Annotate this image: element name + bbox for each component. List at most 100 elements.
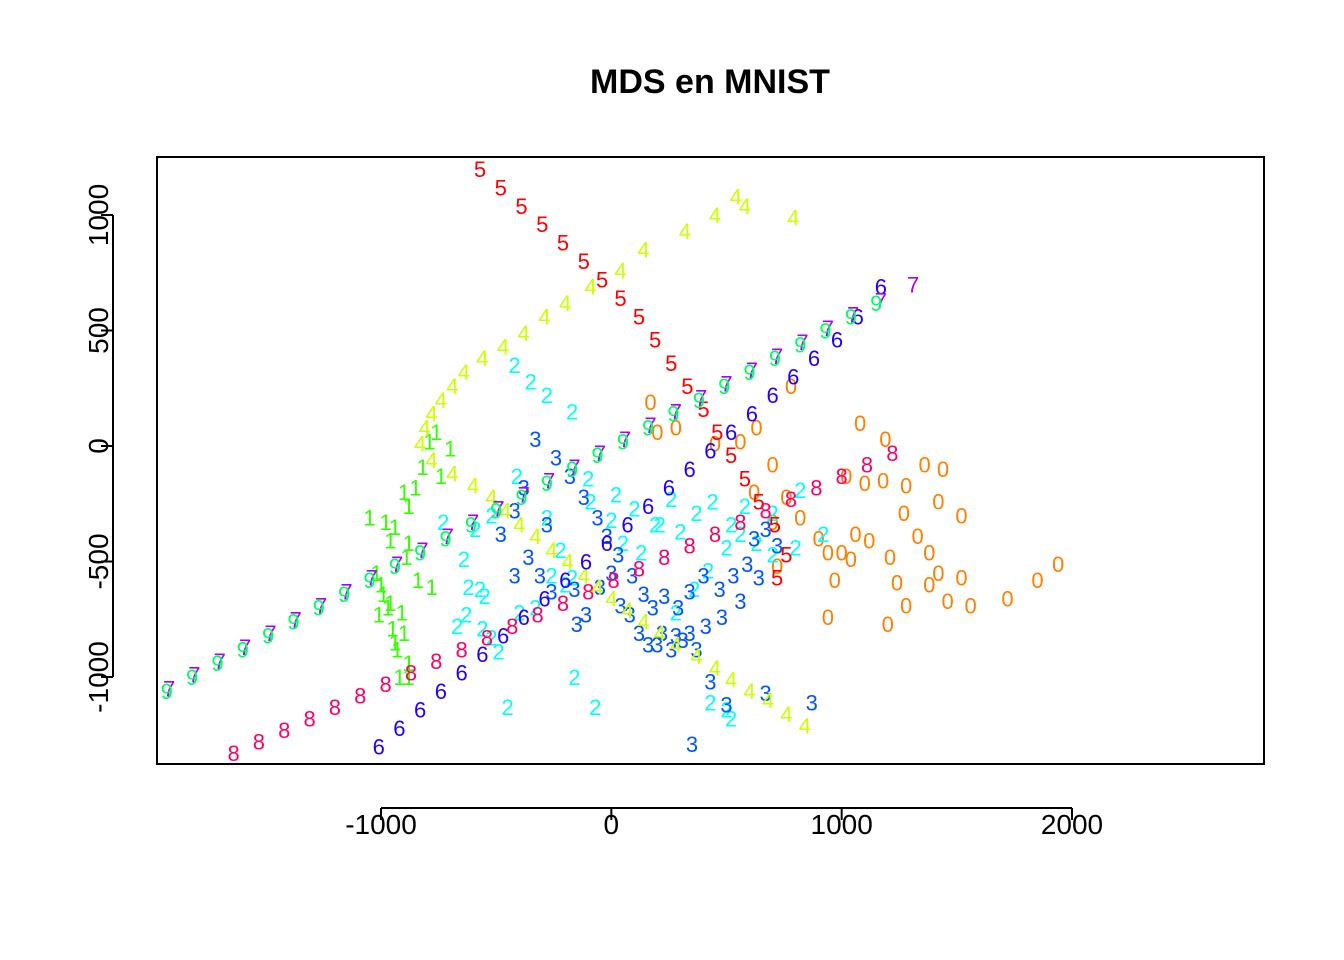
data-point-digit-6: 6 (766, 383, 778, 408)
data-point-digit-9: 9 (693, 388, 705, 413)
data-point-digit-7: 7 (619, 427, 631, 452)
data-point-digit-9: 9 (439, 526, 451, 551)
data-point-digit-5: 5 (515, 194, 527, 219)
data-point-digit-8: 8 (303, 707, 315, 732)
data-point-digit-9: 9 (389, 554, 401, 579)
data-point-digit-0: 0 (771, 554, 783, 579)
data-point-digit-2: 2 (670, 600, 682, 625)
data-point-digit-5: 5 (649, 328, 661, 353)
data-point-digit-1: 1 (384, 591, 396, 616)
data-point-digit-3: 3 (700, 614, 712, 639)
data-point-digit-8: 8 (253, 730, 265, 755)
data-point-digit-7: 7 (239, 635, 251, 660)
data-point-digit-8: 8 (684, 533, 696, 558)
data-point-digit-3: 3 (760, 517, 772, 542)
data-point-digit-6: 6 (518, 605, 530, 630)
data-point-digit-4: 4 (762, 688, 774, 713)
data-point-digit-2: 2 (566, 566, 578, 591)
data-point-digit-0: 0 (822, 605, 834, 630)
data-point-digit-4: 4 (545, 538, 557, 563)
data-point-digit-3: 3 (651, 633, 663, 658)
data-point-digit-2: 2 (734, 522, 746, 547)
data-point-digit-4: 4 (561, 550, 573, 575)
data-point-digit-1: 1 (375, 573, 387, 598)
x-tick-label: 0 (604, 809, 620, 840)
data-point-digit-4: 4 (446, 462, 458, 487)
data-point-digit-2: 2 (628, 496, 640, 521)
x-tick-label: 2000 (1041, 809, 1103, 840)
data-point-digit-3: 3 (612, 543, 624, 568)
data-point-digit-2: 2 (688, 577, 700, 602)
data-point-digit-3: 3 (741, 552, 753, 577)
data-point-digit-7: 7 (264, 621, 276, 646)
data-point-digit-2: 2 (474, 577, 486, 602)
data-point-digit-6: 6 (393, 716, 405, 741)
data-point-digit-2: 2 (725, 513, 737, 538)
data-point-digit-3: 3 (753, 566, 765, 591)
data-point-digit-8: 8 (532, 603, 544, 628)
data-point-digit-0: 0 (766, 510, 778, 535)
data-point-digit-2: 2 (566, 399, 578, 424)
data-point-digit-3: 3 (806, 690, 818, 715)
data-point-digit-2: 2 (437, 510, 449, 535)
data-point-digit-2: 2 (469, 517, 481, 542)
data-point-digit-0: 0 (709, 432, 721, 457)
data-point-digit-2: 2 (610, 483, 622, 508)
data-point-digit-2: 2 (513, 600, 525, 625)
data-point-digit-8: 8 (861, 452, 873, 477)
data-point-digit-6: 6 (476, 642, 488, 667)
data-point-digit-6: 6 (538, 586, 550, 611)
x-tick-label: 1000 (811, 809, 873, 840)
data-point-digit-3: 3 (571, 612, 583, 637)
data-point-digit-2: 2 (492, 640, 504, 665)
data-point-digit-4: 4 (690, 644, 702, 669)
data-point-digit-2: 2 (720, 697, 732, 722)
data-point-digit-3: 3 (684, 621, 696, 646)
data-point-digit-6: 6 (642, 494, 654, 519)
data-point-digit-7: 7 (416, 538, 428, 563)
data-point-digit-9: 9 (186, 665, 198, 690)
data-point-digit-8: 8 (506, 614, 518, 639)
data-point-digit-7: 7 (568, 455, 580, 480)
data-point-digit-5: 5 (697, 397, 709, 422)
data-point-digit-0: 0 (854, 411, 866, 436)
data-point-digit-0: 0 (879, 427, 891, 452)
data-point-digit-3: 3 (541, 513, 553, 538)
data-point-digit-8: 8 (633, 556, 645, 581)
data-point-digit-1: 1 (400, 545, 412, 570)
data-point-digit-3: 3 (594, 575, 606, 600)
data-point-digit-7: 7 (467, 510, 479, 535)
data-point-digit-5: 5 (578, 249, 590, 274)
data-point-digit-5: 5 (474, 157, 486, 182)
data-point-digit-1: 1 (370, 561, 382, 586)
data-point-digit-3: 3 (508, 563, 520, 588)
y-tick-label: 0 (83, 438, 114, 454)
data-point-digit-7: 7 (543, 469, 555, 494)
y-tick-label: 500 (83, 307, 114, 354)
data-point-digit-8: 8 (760, 499, 772, 524)
data-point-digit-9: 9 (465, 513, 477, 538)
data-point-digit-6: 6 (831, 328, 843, 353)
data-point-digit-7: 7 (518, 483, 530, 508)
data-point-digit-7: 7 (290, 607, 302, 632)
data-point-digit-9: 9 (718, 374, 730, 399)
data-point-digit-3: 3 (580, 603, 592, 628)
data-point-digit-6: 6 (808, 346, 820, 371)
data-point-digit-7: 7 (442, 524, 454, 549)
data-point-digit-8: 8 (557, 591, 569, 616)
data-point-digit-6: 6 (414, 697, 426, 722)
data-point-digit-8: 8 (886, 441, 898, 466)
data-point-digit-3: 3 (720, 693, 732, 718)
data-point-digit-2: 2 (529, 596, 541, 621)
data-point-digit-9: 9 (617, 429, 629, 454)
data-point-digit-3: 3 (518, 476, 530, 501)
data-point-digit-3: 3 (568, 577, 580, 602)
data-point-digit-0: 0 (1052, 552, 1064, 577)
data-point-digit-9: 9 (515, 485, 527, 510)
data-point-digit-4: 4 (435, 388, 447, 413)
data-point-digit-4: 4 (637, 610, 649, 635)
data-point-digit-2: 2 (476, 616, 488, 641)
data-point-digit-3: 3 (624, 603, 636, 628)
data-point-digit-3: 3 (605, 561, 617, 586)
data-point-digit-2: 2 (555, 538, 567, 563)
